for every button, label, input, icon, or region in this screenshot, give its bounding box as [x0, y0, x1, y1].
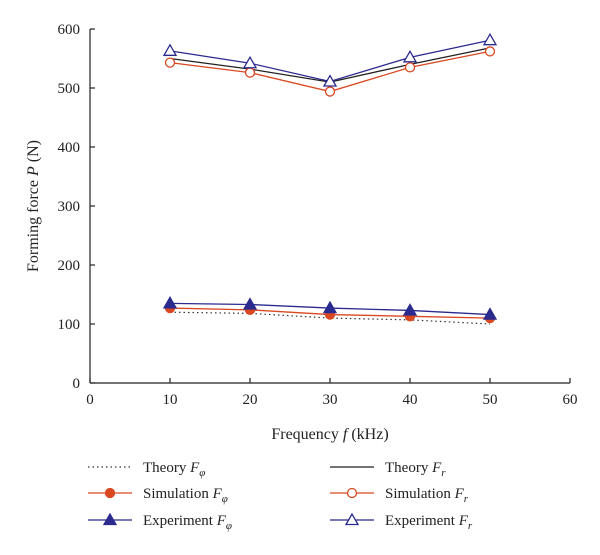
- data-point: [242, 55, 258, 69]
- y-tick-label: 400: [58, 140, 81, 156]
- series-4: [164, 46, 496, 97]
- series-2: [162, 296, 498, 320]
- legend-item-0: Theory Fφ: [88, 460, 205, 479]
- legend-marker: [104, 487, 116, 499]
- x-tick-label: 20: [243, 392, 258, 408]
- legend: Theory Fφ Theory Fr Simulation Fφ Simulatio…: [88, 460, 473, 532]
- data-point: [484, 46, 496, 57]
- data-point: [402, 303, 418, 316]
- legend-item-2: Experiment Fφ: [88, 512, 232, 532]
- legend-marker: [102, 512, 118, 526]
- data-point: [244, 67, 256, 78]
- legend-label: Experiment Fφ: [143, 513, 232, 532]
- legend-label: Experiment Fr: [385, 513, 473, 532]
- x-tick-label: 0: [86, 392, 94, 408]
- series-layer: [162, 32, 498, 325]
- series-0: [169, 311, 491, 325]
- series-line: [169, 311, 491, 325]
- y-tick-label: 500: [58, 81, 81, 97]
- legend-marker: [346, 487, 358, 499]
- x-tick-label: 30: [323, 392, 338, 408]
- axes: 0 100 200 300 400 500 600 0 10 20 30 40 50 60 Frequenc…: [25, 22, 578, 443]
- legend-label: Theory Fφ: [143, 460, 205, 479]
- legend-item-4: Simulation Fr: [330, 486, 469, 505]
- legend-label: Simulation Fφ: [143, 486, 228, 505]
- legend-label: Theory Fr: [385, 460, 446, 479]
- y-tick-label: 600: [58, 22, 81, 38]
- data-point: [324, 86, 336, 97]
- data-point: [162, 296, 178, 309]
- x-tick-label: 40: [403, 392, 418, 408]
- data-point: [404, 62, 416, 73]
- x-tick-label: 60: [563, 392, 578, 408]
- legend-item-5: Experiment Fr: [330, 512, 473, 532]
- x-tick-label: 10: [163, 392, 178, 408]
- x-axis-title: Frequency f (kHz): [271, 426, 388, 443]
- x-tick-label: 50: [483, 392, 498, 408]
- series-5: [162, 32, 498, 87]
- data-point: [162, 43, 178, 56]
- data-point: [164, 57, 176, 68]
- y-tick-label: 200: [58, 258, 81, 274]
- y-axis-title: Forming force P (N): [25, 140, 42, 272]
- legend-label: Simulation Fr: [385, 486, 469, 505]
- data-point: [482, 32, 498, 46]
- data-point: [242, 297, 258, 310]
- data-point: [402, 50, 418, 63]
- y-tick-label: 0: [73, 376, 81, 392]
- data-point: [322, 300, 338, 314]
- y-tick-label: 300: [58, 199, 81, 215]
- y-tick-label: 100: [58, 317, 81, 333]
- data-point: [482, 307, 498, 320]
- data-point: [322, 74, 338, 87]
- legend-item-3: Theory Fr: [330, 460, 446, 479]
- legend-item-1: Simulation Fφ: [88, 486, 228, 505]
- legend-marker: [344, 512, 360, 526]
